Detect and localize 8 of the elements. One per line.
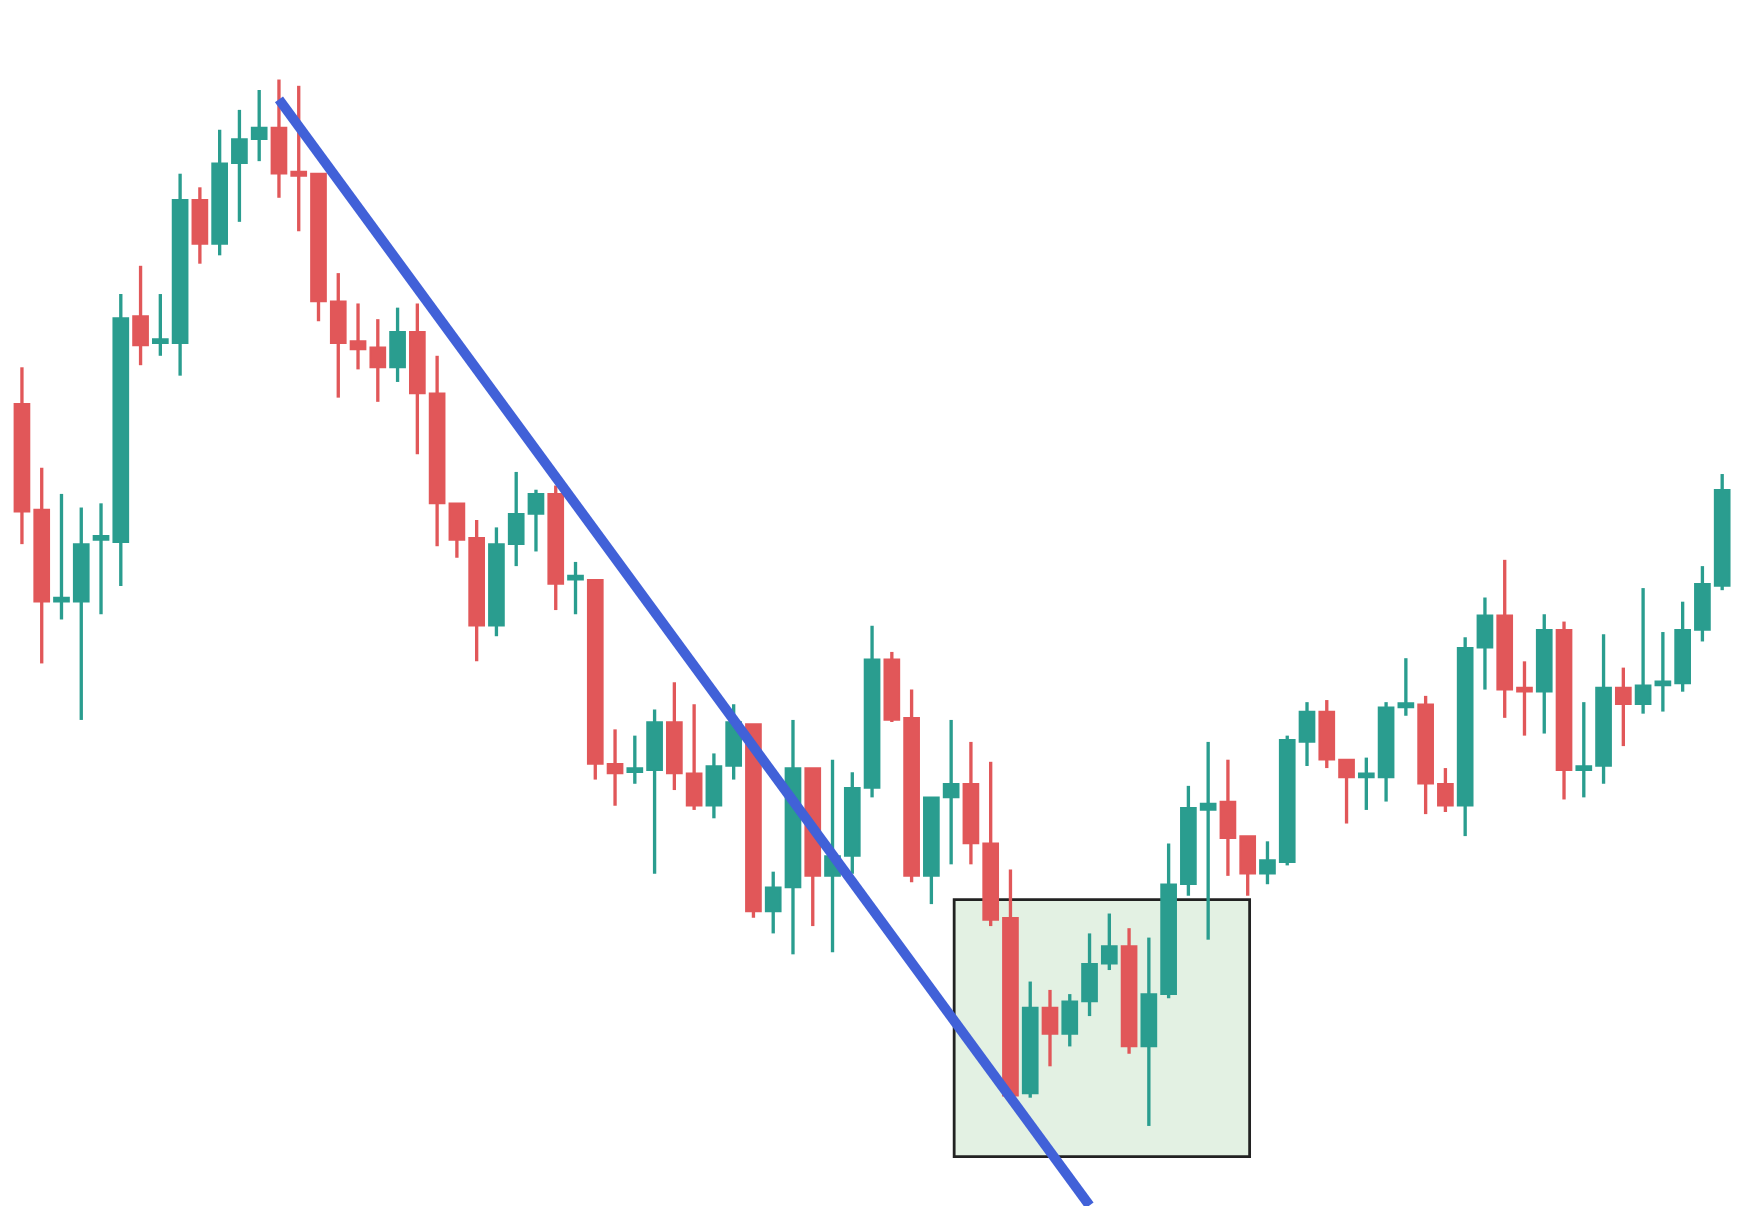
candlestick [132,264,149,367]
candlestick [191,185,209,266]
candlestick [1614,665,1632,748]
candlestick [1634,586,1652,716]
candlestick [1041,988,1059,1068]
candlestick [1397,656,1415,718]
candlestick [389,305,406,384]
candlestick [567,560,584,616]
